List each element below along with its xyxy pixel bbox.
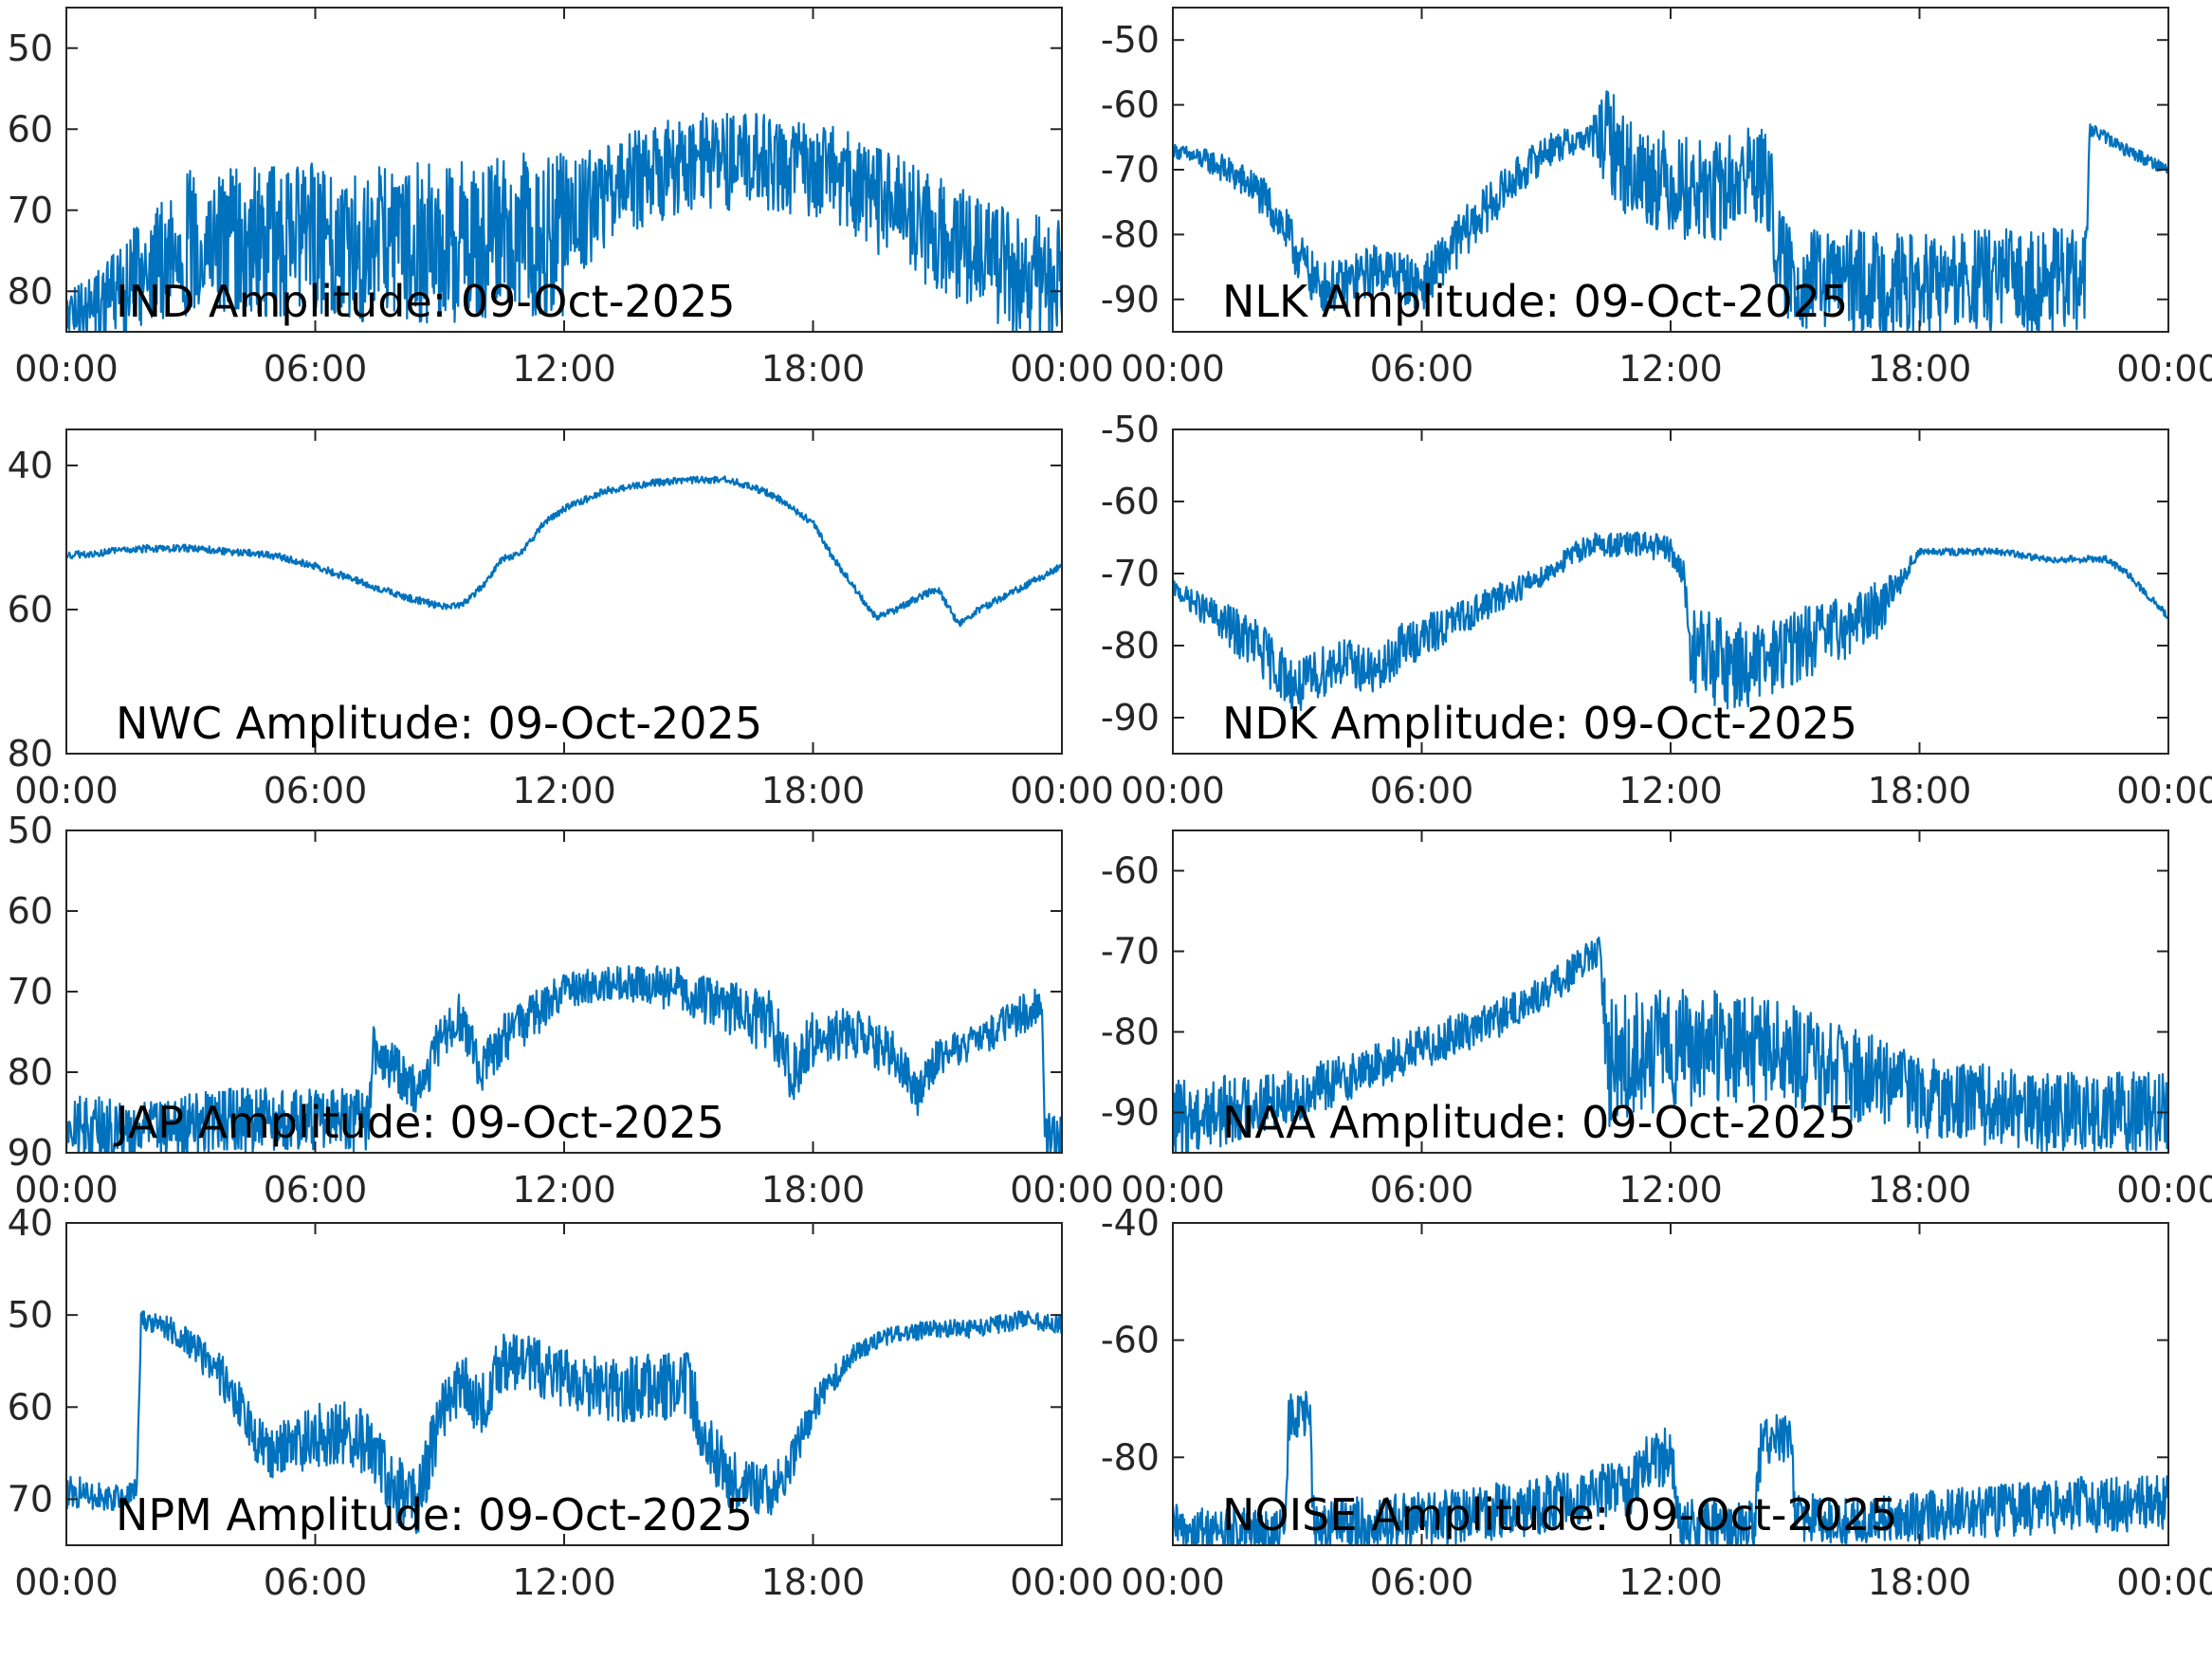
panel-title: NOISE Amplitude: 09-Oct-2025	[1222, 1489, 1898, 1540]
y-tick-label: -90	[1101, 1092, 1160, 1134]
series-line	[66, 965, 1062, 1153]
x-tick-label: 06:00	[264, 770, 368, 811]
y-tick-label: 90	[8, 1132, 53, 1174]
x-tick-label: 12:00	[512, 1169, 616, 1211]
panel-naa: 00:00 06:00 12:00 18:00 00:00 -60 -70 -80 -90 NAA…	[1101, 830, 2212, 1211]
y-tick-label: 70	[8, 1478, 53, 1520]
x-tick-label: 06:00	[264, 1561, 368, 1603]
x-tick-label: 12:00	[512, 770, 616, 811]
x-tick-label: 06:00	[264, 1169, 368, 1211]
panel-nwc: 00:00 06:00 12:00 18:00 00:00 40 60 80 NWC Ampli…	[8, 428, 1114, 811]
x-tick-label: 00:00	[2116, 1169, 2212, 1211]
y-tick-label: 80	[8, 1051, 53, 1093]
panel-title: JAP Amplitude: 09-Oct-2025	[113, 1097, 724, 1148]
x-tick-label: 12:00	[1618, 1169, 1723, 1211]
x-tick-label: 00:00	[1010, 1169, 1114, 1211]
x-tick-label: 18:00	[1868, 1169, 1972, 1211]
y-tick-label: -90	[1101, 697, 1160, 738]
series-line	[1173, 936, 2168, 1153]
y-tick-label: 50	[8, 810, 53, 851]
x-tick-label: 06:00	[1370, 1169, 1474, 1211]
series-line	[1173, 90, 2168, 332]
panel-jap: 00:00 06:00 12:00 18:00 00:00 50 60 70 80 90 JAP A…	[8, 810, 1114, 1211]
x-tick-label: 00:00	[1010, 770, 1114, 811]
x-tick-label: 12:00	[1618, 348, 1723, 390]
x-tick-label: 00:00	[14, 1561, 119, 1603]
panel-title: NPM Amplitude: 09-Oct-2025	[116, 1489, 753, 1540]
panel-ndk: 00:00 06:00 12:00 18:00 00:00 -50 -60 -70 -80 -90…	[1101, 409, 2212, 811]
y-tick-label: -60	[1101, 481, 1160, 522]
panel-title: NAA Amplitude: 09-Oct-2025	[1222, 1097, 1856, 1148]
x-tick-label: 00:00	[1010, 348, 1114, 390]
y-tick-label: 40	[8, 1202, 53, 1244]
y-tick-label: -70	[1101, 149, 1160, 191]
series-line	[66, 1310, 1062, 1535]
y-tick-label: 60	[8, 890, 53, 932]
panel-npm: 00:00 06:00 12:00 18:00 00:00 40 50 60 70 NPM Amp…	[8, 1202, 1114, 1603]
y-tick-label: 50	[8, 27, 53, 69]
x-tick-label: 06:00	[1370, 1561, 1474, 1603]
y-tick-label: -60	[1101, 1320, 1160, 1361]
x-tick-label: 18:00	[761, 1169, 866, 1211]
y-tick-label: -80	[1101, 625, 1160, 666]
y-tick-label: 80	[8, 270, 53, 312]
x-tick-label: 18:00	[761, 348, 866, 390]
y-tick-label: -40	[1101, 1202, 1160, 1244]
y-tick-label: -60	[1101, 84, 1160, 126]
x-tick-label: 00:00	[1121, 770, 1225, 811]
x-tick-label: 00:00	[1010, 1561, 1114, 1603]
series-line	[1173, 1391, 2168, 1545]
panel-title: IND Amplitude: 09-Oct-2025	[116, 276, 735, 327]
y-tick-label: 60	[8, 1386, 53, 1428]
panel-title: NLK Amplitude: 09-Oct-2025	[1222, 276, 1848, 327]
x-tick-label: 00:00	[2116, 348, 2212, 390]
x-tick-label: 18:00	[1868, 348, 1972, 390]
x-tick-label: 00:00	[2116, 770, 2212, 811]
y-tick-label: 40	[8, 445, 53, 486]
y-tick-label: 60	[8, 589, 53, 630]
x-tick-label: 12:00	[1618, 770, 1723, 811]
y-tick-label: 80	[8, 733, 53, 775]
x-tick-label: 18:00	[761, 1561, 866, 1603]
x-tick-label: 06:00	[1370, 348, 1474, 390]
panel-noise: 00:00 06:00 12:00 18:00 00:00 -40 -60 -80 NOISE …	[1101, 1202, 2212, 1603]
y-tick-label: -50	[1101, 409, 1160, 450]
x-tick-label: 00:00	[14, 770, 119, 811]
x-tick-label: 18:00	[1868, 770, 1972, 811]
x-tick-label: 06:00	[264, 348, 368, 390]
series-line	[1173, 531, 2168, 712]
x-tick-label: 12:00	[512, 348, 616, 390]
x-tick-label: 18:00	[1868, 1561, 1972, 1603]
y-tick-label: -80	[1101, 213, 1160, 255]
x-tick-label: 00:00	[1121, 1561, 1225, 1603]
panel-ind: 00:00 06:00 12:00 18:00 00:00 50 60 70 80 IND Amp…	[8, 7, 1114, 390]
y-tick-label: -50	[1101, 19, 1160, 61]
x-tick-label: 00:00	[14, 348, 119, 390]
x-tick-label: 00:00	[14, 1169, 119, 1211]
x-tick-label: 12:00	[1618, 1561, 1723, 1603]
y-tick-label: 70	[8, 971, 53, 1012]
y-tick-label: -80	[1101, 1012, 1160, 1053]
y-tick-label: -90	[1101, 279, 1160, 320]
y-tick-label: -60	[1101, 850, 1160, 892]
series-line	[66, 112, 1062, 332]
x-tick-label: 12:00	[512, 1561, 616, 1603]
series-line	[66, 475, 1062, 628]
panel-title: NDK Amplitude: 09-Oct-2025	[1222, 698, 1857, 749]
x-tick-label: 00:00	[1121, 1169, 1225, 1211]
y-tick-label: 60	[8, 108, 53, 150]
x-tick-label: 00:00	[2116, 1561, 2212, 1603]
panel-nlk: 00:00 06:00 12:00 18:00 00:00 -50 -60 -70 -80 -90…	[1101, 7, 2212, 390]
y-tick-label: 70	[8, 190, 53, 231]
y-tick-label: 50	[8, 1294, 53, 1336]
y-tick-label: -80	[1101, 1436, 1160, 1478]
x-tick-label: 18:00	[761, 770, 866, 811]
y-tick-label: -70	[1101, 931, 1160, 973]
y-tick-label: -70	[1101, 553, 1160, 594]
x-tick-label: 00:00	[1121, 348, 1225, 390]
panel-title: NWC Amplitude: 09-Oct-2025	[116, 698, 762, 749]
x-tick-label: 06:00	[1370, 770, 1474, 811]
